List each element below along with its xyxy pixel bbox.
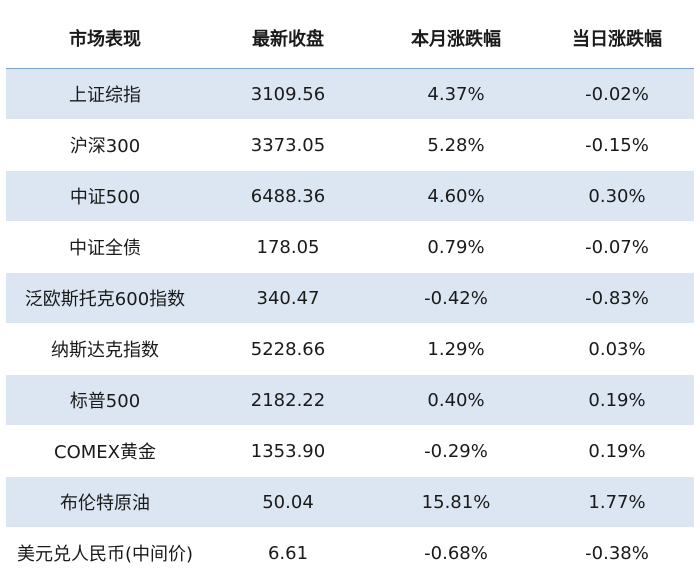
table-row: 标普500 2182.22 0.40% 0.19%: [6, 374, 694, 426]
daily-change-cell: 0.19%: [540, 374, 694, 426]
monthly-change-cell: 4.37%: [372, 68, 540, 120]
monthly-change-cell: 4.60%: [372, 170, 540, 222]
table-row: 纳斯达克指数 5228.66 1.29% 0.03%: [6, 323, 694, 375]
latest-close-cell: 6488.36: [204, 170, 372, 222]
daily-change-cell: -0.38%: [540, 527, 694, 579]
monthly-change-cell: 15.81%: [372, 476, 540, 528]
header-daily-change: 当日涨跌幅: [540, 8, 694, 69]
table-row: 上证综指 3109.56 4.37% -0.02%: [6, 68, 694, 120]
daily-change-cell: 0.03%: [540, 323, 694, 375]
daily-change-cell: -0.15%: [540, 119, 694, 171]
market-performance-table-container: 市场表现 最新收盘 本月涨跌幅 当日涨跌幅 上证综指 3109.56 4.37% -0…: [6, 8, 694, 579]
monthly-change-cell: 1.29%: [372, 323, 540, 375]
market-name-cell: 美元兑人民币(中间价): [6, 527, 204, 579]
header-latest-close: 最新收盘: [204, 8, 372, 69]
market-name-cell: 中证500: [6, 170, 204, 222]
market-performance-table: 市场表现 最新收盘 本月涨跌幅 当日涨跌幅 上证综指 3109.56 4.37% -0…: [6, 8, 694, 579]
header-monthly-change: 本月涨跌幅: [372, 8, 540, 69]
table-header: 市场表现 最新收盘 本月涨跌幅 当日涨跌幅: [6, 8, 694, 69]
market-name-cell: 泛欧斯托克600指数: [6, 272, 204, 324]
market-name-cell: 布伦特原油: [6, 476, 204, 528]
table-row: 中证全债 178.05 0.79% -0.07%: [6, 221, 694, 273]
table-row: 美元兑人民币(中间价) 6.61 -0.68% -0.38%: [6, 527, 694, 579]
latest-close-cell: 3109.56: [204, 68, 372, 120]
monthly-change-cell: -0.29%: [372, 425, 540, 477]
daily-change-cell: 1.77%: [540, 476, 694, 528]
table-row: 布伦特原油 50.04 15.81% 1.77%: [6, 476, 694, 528]
latest-close-cell: 6.61: [204, 527, 372, 579]
monthly-change-cell: -0.42%: [372, 272, 540, 324]
monthly-change-cell: 5.28%: [372, 119, 540, 171]
monthly-change-cell: -0.68%: [372, 527, 540, 579]
latest-close-cell: 3373.05: [204, 119, 372, 171]
latest-close-cell: 50.04: [204, 476, 372, 528]
latest-close-cell: 5228.66: [204, 323, 372, 375]
header-row: 市场表现 最新收盘 本月涨跌幅 当日涨跌幅: [6, 8, 694, 69]
daily-change-cell: -0.02%: [540, 68, 694, 120]
daily-change-cell: 0.30%: [540, 170, 694, 222]
monthly-change-cell: 0.40%: [372, 374, 540, 426]
daily-change-cell: -0.83%: [540, 272, 694, 324]
header-market: 市场表现: [6, 8, 204, 69]
latest-close-cell: 1353.90: [204, 425, 372, 477]
table-body: 上证综指 3109.56 4.37% -0.02% 沪深300 3373.05 5.28% -…: [6, 68, 694, 579]
latest-close-cell: 340.47: [204, 272, 372, 324]
table-row: 中证500 6488.36 4.60% 0.30%: [6, 170, 694, 222]
daily-change-cell: 0.19%: [540, 425, 694, 477]
market-name-cell: 中证全债: [6, 221, 204, 273]
market-name-cell: 上证综指: [6, 68, 204, 120]
table-row: 沪深300 3373.05 5.28% -0.15%: [6, 119, 694, 171]
daily-change-cell: -0.07%: [540, 221, 694, 273]
market-name-cell: 纳斯达克指数: [6, 323, 204, 375]
market-name-cell: COMEX黄金: [6, 425, 204, 477]
table-row: COMEX黄金 1353.90 -0.29% 0.19%: [6, 425, 694, 477]
table-row: 泛欧斯托克600指数 340.47 -0.42% -0.83%: [6, 272, 694, 324]
market-name-cell: 标普500: [6, 374, 204, 426]
latest-close-cell: 2182.22: [204, 374, 372, 426]
market-name-cell: 沪深300: [6, 119, 204, 171]
monthly-change-cell: 0.79%: [372, 221, 540, 273]
latest-close-cell: 178.05: [204, 221, 372, 273]
